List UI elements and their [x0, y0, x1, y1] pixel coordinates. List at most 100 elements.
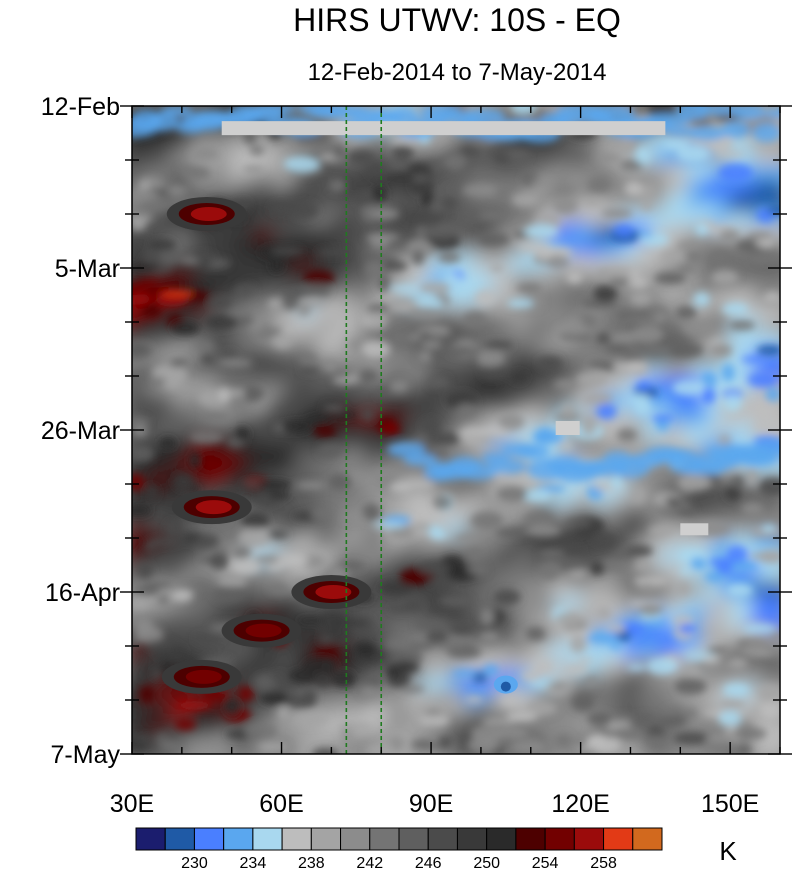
field-cell — [146, 639, 175, 651]
field-cell — [418, 214, 441, 230]
field-cell — [460, 148, 481, 157]
field-cell — [371, 208, 400, 220]
colorbar-label: 242 — [356, 855, 383, 869]
field-cell — [564, 518, 592, 528]
field-cell — [624, 181, 643, 196]
field-cell — [272, 333, 292, 349]
field-cell — [421, 340, 443, 350]
field-cell — [333, 619, 369, 627]
field-cell — [196, 341, 214, 351]
reference-lines — [345, 106, 383, 754]
field-cell — [497, 413, 525, 431]
field-cell — [189, 430, 224, 444]
field-cell — [537, 356, 563, 370]
field-cell — [549, 683, 567, 690]
field-cell — [606, 342, 630, 353]
field-cell — [638, 714, 654, 721]
field-cell — [218, 577, 247, 587]
field-cell — [593, 533, 616, 545]
y-tick-label: 26-Mar — [41, 417, 120, 445]
field-cell — [474, 290, 497, 306]
field-cell — [389, 285, 417, 292]
missing-data-cell — [555, 421, 580, 435]
field-cell — [426, 630, 449, 644]
dry-patch-core — [190, 207, 227, 221]
field-cell — [547, 255, 570, 270]
field-cell — [521, 488, 553, 503]
colorbar-label: 230 — [181, 855, 208, 869]
field-cell — [554, 611, 582, 628]
field-cell — [752, 420, 780, 431]
field-cell — [700, 371, 717, 388]
field-cell — [645, 734, 666, 745]
field-cell — [451, 670, 479, 677]
field-cell — [463, 210, 481, 223]
field-cell — [270, 260, 284, 273]
field-cell — [367, 304, 390, 314]
field-cell — [401, 685, 425, 693]
field-cell — [288, 668, 323, 683]
field-cell — [146, 537, 182, 547]
field-cell — [665, 497, 681, 506]
field-cell — [189, 149, 220, 161]
field-cell — [506, 711, 538, 721]
field-cell — [582, 195, 602, 206]
chart-title: HIRS UTWV: 10S - EQ — [293, 2, 621, 38]
field-cell — [249, 315, 278, 324]
field-cell — [465, 695, 484, 704]
field-cell — [532, 659, 554, 676]
field-cell — [660, 250, 687, 263]
field-cell — [333, 410, 358, 419]
field-cell — [581, 419, 597, 436]
colorbar-swatch — [398, 827, 429, 851]
field-cell — [705, 572, 724, 582]
field-cell — [175, 718, 196, 731]
field-cell — [244, 722, 278, 741]
field-cell — [281, 419, 312, 434]
field-cell — [677, 507, 696, 515]
field-cell — [471, 511, 504, 530]
field-cell — [586, 177, 611, 194]
colorbar-swatch — [135, 827, 166, 851]
field-cell — [399, 574, 426, 585]
field-cell — [455, 403, 477, 418]
field-cell — [355, 642, 376, 657]
field-cell — [301, 688, 318, 707]
field-cell — [365, 233, 401, 242]
moist-band-cell — [251, 106, 297, 115]
colorbar-unit-label: K — [719, 836, 737, 866]
field-cell — [446, 274, 462, 284]
field-cell — [407, 333, 423, 341]
colorbar-swatch — [369, 827, 400, 851]
field-cell — [213, 585, 246, 603]
field-cell — [407, 642, 435, 650]
x-tick-label: 120E — [551, 790, 609, 818]
field-cell — [478, 233, 510, 246]
field-cell — [693, 291, 711, 307]
field-cell — [188, 485, 201, 493]
field-cell — [361, 340, 391, 359]
field-cell — [527, 701, 558, 716]
field-cell — [729, 319, 756, 331]
field-cell — [267, 298, 286, 310]
field-cell — [709, 731, 735, 745]
field-cell — [675, 305, 698, 320]
field-cell — [709, 343, 733, 357]
moist-band-cell — [488, 458, 527, 475]
field-cell — [509, 739, 546, 754]
y-axis: 12-Feb 5-Mar 26-Mar 16-Apr 7-May — [41, 93, 792, 769]
field-cell — [269, 320, 289, 328]
field-cell — [644, 346, 671, 354]
field-cell — [576, 371, 607, 387]
field-cell — [707, 646, 729, 655]
field-cell — [313, 424, 337, 438]
field-cell — [510, 106, 536, 114]
field-cell — [742, 623, 777, 634]
colorbar-swatch — [515, 827, 546, 851]
field-cell — [405, 481, 436, 489]
field-cell — [317, 443, 342, 457]
field-cell — [323, 359, 338, 373]
field-cell — [275, 554, 309, 567]
field-cell — [719, 229, 739, 243]
field-cell — [234, 426, 250, 442]
